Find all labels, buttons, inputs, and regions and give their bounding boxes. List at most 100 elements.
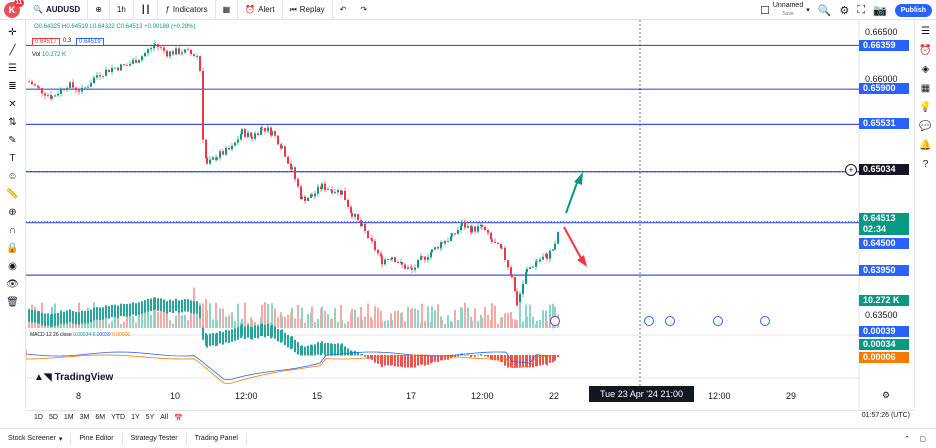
price-chart[interactable]	[26, 20, 914, 408]
sell-price-box[interactable]: 0.64517	[32, 38, 60, 46]
range-5d[interactable]: 5D	[48, 414, 58, 421]
strategy-tester-tab[interactable]: Strategy Tester	[123, 432, 187, 445]
volume-bar	[394, 311, 396, 328]
volume-bar	[526, 316, 528, 328]
alerts-clock-icon[interactable]: ⏰	[919, 45, 932, 56]
watchlist-icon[interactable]: ☰	[921, 26, 930, 37]
volume-bar	[401, 312, 403, 328]
trading-panel-tab[interactable]: Trading Panel	[187, 432, 247, 445]
level-tag[interactable]: 0.65531	[859, 118, 909, 129]
help-icon[interactable]: ?	[922, 159, 929, 170]
range-1d[interactable]: 1D	[34, 414, 43, 421]
text-icon[interactable]: T	[9, 153, 16, 164]
stock-screener-tab[interactable]: Stock Screener ▾	[0, 432, 72, 445]
axis-settings-icon[interactable]: ⚙	[882, 390, 891, 400]
add-alert-plus-icon[interactable]: +	[845, 164, 857, 176]
layers-icon[interactable]: ◈	[921, 64, 930, 75]
projection-icon[interactable]: ⇅	[8, 117, 17, 128]
macd-histogram-bar	[470, 355, 472, 358]
magnet-icon[interactable]: ∩	[8, 225, 17, 236]
candle	[377, 249, 379, 254]
candle	[471, 226, 473, 233]
macd-histogram-bar	[178, 300, 180, 313]
range-3m[interactable]: 3M	[79, 414, 90, 421]
range-6m[interactable]: 6M	[95, 414, 106, 421]
go-to-date-icon[interactable]: 📅	[174, 414, 183, 422]
range-1y[interactable]: 1Y	[131, 414, 140, 421]
user-avatar[interactable]: K 11	[4, 0, 24, 18]
candle	[417, 259, 419, 268]
trendline-icon[interactable]: ╱	[9, 45, 16, 56]
interval-button[interactable]: 1h	[110, 0, 134, 20]
pine-editor-tab[interactable]: Pine Editor	[71, 432, 123, 445]
range-5y[interactable]: 5Y	[145, 414, 155, 421]
symbol-search[interactable]: 🔍 AUDUSD	[26, 0, 89, 20]
macd-histogram-bar	[222, 332, 224, 345]
level-tag[interactable]: 0.64500	[859, 238, 909, 249]
collapse-panel-icon[interactable]: ⌃	[904, 435, 910, 443]
snapshot-icon[interactable]: 📷	[873, 4, 887, 17]
compare-button[interactable]: ⊕	[88, 0, 110, 20]
ideas-icon[interactable]: 💡	[919, 102, 932, 113]
buy-price-box[interactable]: 0.64519	[76, 38, 104, 46]
macd-histogram-bar	[147, 298, 149, 312]
volume-bar	[437, 304, 439, 328]
macd-histogram-bar	[69, 309, 71, 322]
lock-drawings-icon[interactable]: 🔒	[6, 243, 19, 254]
volume-bar	[314, 322, 316, 328]
chart-type-button[interactable]: ┃┃	[134, 0, 159, 20]
candle	[240, 134, 242, 140]
quick-search-icon[interactable]: 🔍	[817, 4, 832, 17]
macd-histogram-bar	[138, 302, 140, 315]
range-ytd[interactable]: YTD	[111, 414, 126, 421]
fullscreen-icon[interactable]: ⛶	[857, 3, 866, 16]
calendar-icon[interactable]: ▦	[920, 83, 931, 94]
candle	[209, 159, 211, 164]
publish-button[interactable]: Publish	[894, 3, 932, 17]
range-1m[interactable]: 1M	[63, 414, 74, 421]
fib-icon[interactable]: ≣	[8, 81, 17, 92]
volume-bar	[404, 321, 406, 328]
candle	[474, 226, 476, 232]
settings-icon[interactable]: ⚙	[839, 4, 850, 17]
level-tag[interactable]: 0.66359	[859, 40, 909, 51]
ohlc-legend: O0.64325 H0.64519 L0.64322 C0.64513 +0.0…	[34, 24, 195, 30]
candle	[370, 238, 372, 239]
ruler-icon[interactable]: 📏	[6, 189, 19, 200]
range-all[interactable]: All	[160, 414, 169, 421]
candle	[361, 223, 363, 226]
zoom-icon[interactable]: ⊕	[8, 207, 17, 218]
alarm-icon: ⏰	[245, 5, 256, 14]
pattern-icon[interactable]: ✕	[8, 99, 17, 110]
macd-histogram-bar	[331, 344, 333, 356]
indicators-button[interactable]: ƒ Indicators	[158, 0, 216, 20]
layout-menu[interactable]: ☐ Unnamed Save ▾	[759, 2, 810, 17]
down-arrow-shaft	[563, 226, 583, 261]
redo-button[interactable]: ↷	[353, 0, 374, 20]
candle	[135, 59, 137, 63]
eye-icon[interactable]: 👁	[6, 279, 19, 290]
volume-bar	[487, 314, 489, 328]
level-tag[interactable]: 0.65900	[859, 83, 909, 94]
emoji-icon[interactable]: ☺	[7, 171, 18, 182]
utc-clock[interactable]: 01:57:26 (UTC)	[861, 412, 910, 419]
level-tag[interactable]: 0.63950	[859, 265, 909, 276]
macd-histogram-bar	[441, 355, 443, 361]
tradingview-logo[interactable]: ▲◥ TradingView	[34, 372, 114, 383]
brush-icon[interactable]: ✎	[8, 135, 17, 146]
maximize-panel-icon[interactable]: ▢	[919, 435, 926, 443]
notifications-icon[interactable]: 🔔	[919, 140, 932, 151]
volume-bar	[367, 303, 369, 328]
replay-button[interactable]: ⏮ Replay	[283, 0, 333, 20]
trash-icon[interactable]: 🗑	[6, 297, 19, 308]
alert-button[interactable]: ⏰ Alert	[238, 0, 283, 20]
undo-button[interactable]: ↶	[333, 0, 354, 20]
horizontal-lines-icon[interactable]: ☰	[8, 63, 17, 74]
volume-bar	[434, 310, 436, 328]
volume-bar	[539, 319, 541, 328]
templates-button[interactable]: ▦	[216, 0, 239, 20]
macd-histogram-bar	[411, 355, 413, 368]
hide-drawings-icon[interactable]: ◉	[8, 261, 17, 272]
chat-icon[interactable]: 💬	[919, 121, 932, 132]
crosshair-icon[interactable]: ✛	[8, 27, 17, 38]
